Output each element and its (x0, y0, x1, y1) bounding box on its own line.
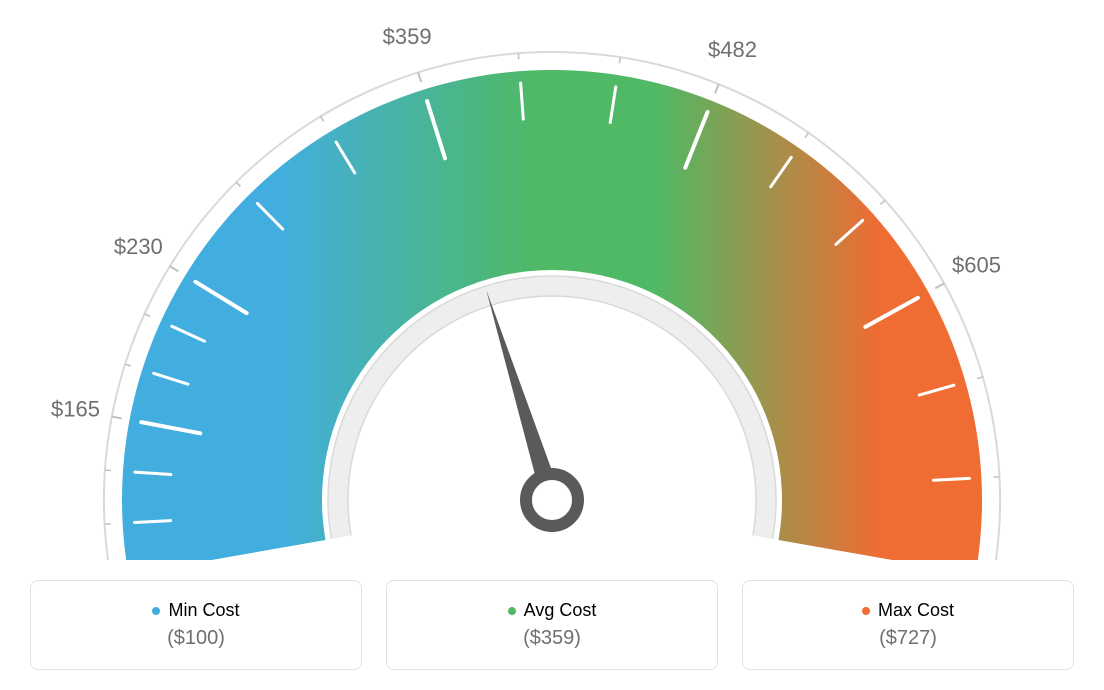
svg-text:$482: $482 (708, 37, 757, 62)
legend-dot-min (152, 607, 160, 615)
legend-title-avg: Avg Cost (508, 600, 597, 621)
svg-text:$230: $230 (114, 234, 163, 259)
legend-row: Min Cost ($100) Avg Cost ($359) Max Cost… (0, 580, 1104, 690)
legend-card-avg: Avg Cost ($359) (386, 580, 718, 670)
legend-value-max: ($727) (879, 627, 937, 650)
svg-text:$165: $165 (51, 397, 100, 422)
svg-text:$605: $605 (952, 252, 1001, 277)
legend-label-min: Min Cost (168, 600, 239, 621)
legend-card-min: Min Cost ($100) (30, 580, 362, 670)
cost-gauge-container: $100$165$230$359$482$605$727 Min Cost ($… (0, 0, 1104, 690)
legend-title-min: Min Cost (152, 600, 239, 621)
legend-dot-max (862, 607, 870, 615)
legend-label-avg: Avg Cost (524, 600, 597, 621)
gauge-chart: $100$165$230$359$482$605$727 (0, 0, 1104, 560)
svg-text:$359: $359 (383, 24, 432, 49)
legend-dot-avg (508, 607, 516, 615)
legend-value-avg: ($359) (523, 627, 581, 650)
legend-value-min: ($100) (167, 627, 225, 650)
legend-card-max: Max Cost ($727) (742, 580, 1074, 670)
legend-title-max: Max Cost (862, 600, 954, 621)
legend-label-max: Max Cost (878, 600, 954, 621)
